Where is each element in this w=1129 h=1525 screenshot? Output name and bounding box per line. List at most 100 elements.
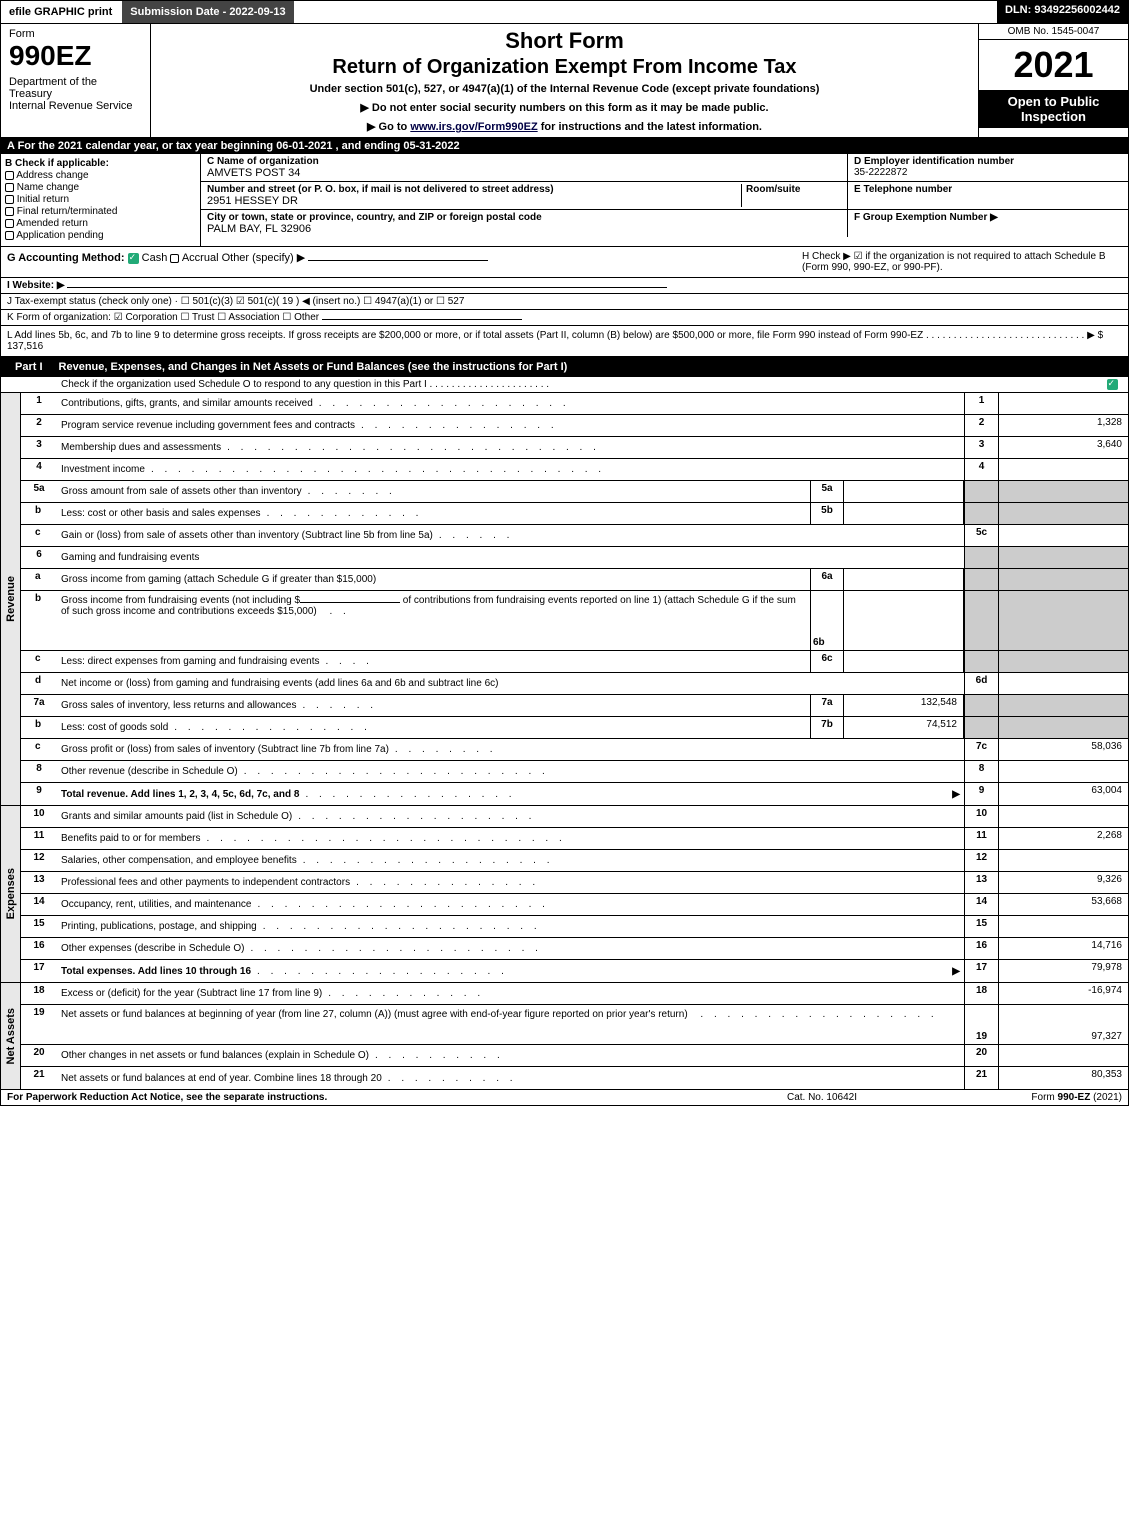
- ssn-warning: ▶ Do not enter social security numbers o…: [159, 101, 970, 114]
- line-20-desc: Other changes in net assets or fund bala…: [57, 1045, 964, 1066]
- line-1-desc: Contributions, gifts, grants, and simila…: [57, 393, 964, 414]
- box-bcdef: B Check if applicable: Address change Na…: [1, 154, 1128, 247]
- header-right: OMB No. 1545-0047 2021 Open to Public In…: [978, 24, 1128, 137]
- check-initial-return[interactable]: Initial return: [5, 194, 196, 205]
- line-6c-val: [844, 651, 964, 672]
- ein-label: D Employer identification number: [854, 156, 1122, 167]
- ein-value: 35-2222872: [854, 167, 1122, 178]
- part-1-schedule-o-check: Check if the organization used Schedule …: [1, 377, 1128, 393]
- line-16-num: 16: [21, 938, 57, 959]
- line-19-val: 97,327: [998, 1005, 1128, 1044]
- line-3-num: 3: [21, 437, 57, 458]
- line-19-num: 19: [21, 1005, 57, 1044]
- line-11-num: 11: [21, 828, 57, 849]
- line-6b-amount-input[interactable]: [300, 602, 400, 603]
- street-address: 2951 HESSEY DR: [207, 195, 741, 207]
- submission-date: Submission Date - 2022-09-13: [122, 1, 295, 23]
- line-5a-desc: Gross amount from sale of assets other t…: [57, 481, 810, 502]
- line-6-desc: Gaming and fundraising events: [57, 547, 964, 568]
- omb-number: OMB No. 1545-0047: [979, 24, 1128, 40]
- accrual-checkbox[interactable]: [170, 254, 179, 263]
- line-2-desc: Program service revenue including govern…: [57, 415, 964, 436]
- subtitle: Under section 501(c), 527, or 4947(a)(1)…: [159, 83, 970, 95]
- line-18-desc: Excess or (deficit) for the year (Subtra…: [57, 983, 964, 1004]
- check-application-pending[interactable]: Application pending: [5, 230, 196, 241]
- line-15-desc: Printing, publications, postage, and shi…: [57, 916, 964, 937]
- page-footer: For Paperwork Reduction Act Notice, see …: [1, 1090, 1128, 1105]
- line-1-col: 1: [964, 393, 998, 414]
- part-1-label: Part I: [7, 359, 51, 375]
- line-5b-num: b: [21, 503, 57, 524]
- line-14-val: 53,668: [998, 894, 1128, 915]
- line-7a-desc: Gross sales of inventory, less returns a…: [57, 695, 810, 716]
- line-2-val: 1,328: [998, 415, 1128, 436]
- line-4-num: 4: [21, 459, 57, 480]
- check-name-change[interactable]: Name change: [5, 182, 196, 193]
- line-15-num: 15: [21, 916, 57, 937]
- line-7a-num: 7a: [21, 695, 57, 716]
- check-amended-return[interactable]: Amended return: [5, 218, 196, 229]
- paperwork-notice: For Paperwork Reduction Act Notice, see …: [7, 1092, 722, 1103]
- line-16-val: 14,716: [998, 938, 1128, 959]
- line-i-website: I Website: ▶: [1, 278, 1128, 294]
- part-1-title: Revenue, Expenses, and Changes in Net As…: [59, 361, 1122, 373]
- line-7a-val: 132,548: [844, 695, 964, 716]
- room-label: Room/suite: [746, 184, 841, 195]
- line-11-desc: Benefits paid to or for members. . . . .…: [57, 828, 964, 849]
- line-7c-val: 58,036: [998, 739, 1128, 760]
- line-12-num: 12: [21, 850, 57, 871]
- line-k-form-org: K Form of organization: ☑ Corporation ☐ …: [1, 310, 1128, 326]
- note2-pre: ▶ Go to: [367, 121, 410, 133]
- box-b-check-applicable: B Check if applicable: Address change Na…: [1, 154, 201, 246]
- line-9-desc: Total revenue. Add lines 1, 2, 3, 4, 5c,…: [57, 783, 964, 805]
- line-9-val: 63,004: [998, 783, 1128, 805]
- line-17-val: 79,978: [998, 960, 1128, 982]
- line-5a-val: [844, 481, 964, 502]
- schedule-o-checkbox[interactable]: [1107, 379, 1118, 390]
- line-6b-desc: Gross income from fundraising events (no…: [57, 591, 810, 650]
- group-exemption-label: F Group Exemption Number ▶: [854, 212, 1122, 223]
- revenue-tab: Revenue: [1, 393, 21, 805]
- line-4-val: [998, 459, 1128, 480]
- line-l-gross-receipts: L Add lines 5b, 6c, and 7b to line 9 to …: [1, 326, 1128, 357]
- header-left: Form 990EZ Department of the Treasury In…: [1, 24, 151, 137]
- line-21-val: 80,353: [998, 1067, 1128, 1089]
- efile-print-label[interactable]: efile GRAPHIC print: [1, 1, 122, 23]
- city-value: PALM BAY, FL 32906: [207, 223, 841, 235]
- line-14-num: 14: [21, 894, 57, 915]
- line-6c-num: c: [21, 651, 57, 672]
- city-label: City or town, state or province, country…: [207, 212, 841, 223]
- check-final-return[interactable]: Final return/terminated: [5, 206, 196, 217]
- org-name: AMVETS POST 34: [207, 167, 841, 179]
- line-20-num: 20: [21, 1045, 57, 1066]
- dln-label: DLN: 93492256002442: [997, 1, 1128, 23]
- line-5b-desc: Less: cost or other basis and sales expe…: [57, 503, 810, 524]
- line-4-desc: Investment income. . . . . . . . . . . .…: [57, 459, 964, 480]
- website-input[interactable]: [67, 287, 667, 288]
- line-1-num: 1: [21, 393, 57, 414]
- line-3-val: 3,640: [998, 437, 1128, 458]
- cash-checkbox[interactable]: [128, 253, 139, 264]
- net-assets-section: Net Assets 18Excess or (deficit) for the…: [1, 983, 1128, 1090]
- short-form-title: Short Form: [159, 28, 970, 54]
- box-f-group-exemption: F Group Exemption Number ▶: [848, 210, 1128, 237]
- irs-link-line: ▶ Go to www.irs.gov/Form990EZ for instru…: [159, 120, 970, 133]
- line-5c-val: [998, 525, 1128, 546]
- line-5b-val: [844, 503, 964, 524]
- line-1-val: [998, 393, 1128, 414]
- header: Form 990EZ Department of the Treasury In…: [1, 23, 1128, 138]
- other-org-input[interactable]: [322, 319, 522, 320]
- line-j-tax-exempt: J Tax-exempt status (check only one) · ☐…: [1, 294, 1128, 310]
- line-5c-desc: Gain or (loss) from sale of assets other…: [57, 525, 964, 546]
- line-g: G Accounting Method: Cash Accrual Other …: [7, 251, 802, 273]
- accounting-method-label: G Accounting Method:: [7, 252, 128, 264]
- part-1-header: Part I Revenue, Expenses, and Changes in…: [1, 357, 1128, 377]
- check-address-change[interactable]: Address change: [5, 170, 196, 181]
- line-7c-num: c: [21, 739, 57, 760]
- other-specify-input[interactable]: [308, 260, 488, 261]
- irs-link[interactable]: www.irs.gov/Form990EZ: [410, 121, 537, 133]
- header-center: Short Form Return of Organization Exempt…: [151, 24, 978, 137]
- form-container: efile GRAPHIC print Submission Date - 20…: [0, 0, 1129, 1106]
- spacer: [296, 1, 997, 23]
- box-c-city: City or town, state or province, country…: [201, 210, 848, 237]
